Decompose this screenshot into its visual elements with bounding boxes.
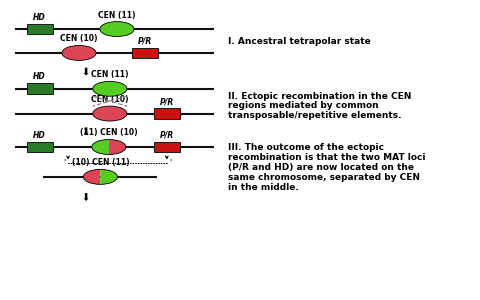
Bar (154, 108, 180, 119)
Text: recombination is that the two MAT loci: recombination is that the two MAT loci (228, 153, 426, 162)
Text: (10) CEN (11): (10) CEN (11) (72, 158, 129, 167)
Text: same chromosome, separated by CEN: same chromosome, separated by CEN (228, 173, 420, 182)
Polygon shape (109, 140, 126, 154)
Text: P/R: P/R (138, 37, 153, 46)
Polygon shape (100, 169, 118, 184)
Text: I. Ancestral tetrapolar state: I. Ancestral tetrapolar state (228, 37, 371, 46)
Bar (26, 24, 53, 34)
Text: P/R: P/R (160, 97, 174, 106)
Text: HD: HD (33, 72, 46, 81)
Bar (154, 142, 180, 152)
Text: (P/R and HD) are now located on the: (P/R and HD) are now located on the (228, 163, 414, 172)
Text: transposable/repetitive elements.: transposable/repetitive elements. (228, 111, 402, 120)
Polygon shape (92, 140, 109, 154)
Text: in the middle.: in the middle. (228, 182, 299, 191)
Ellipse shape (93, 106, 127, 121)
Ellipse shape (62, 46, 96, 60)
Text: III. The outcome of the ectopic: III. The outcome of the ectopic (228, 142, 384, 152)
Text: regions mediated by common: regions mediated by common (228, 101, 379, 110)
Ellipse shape (100, 22, 134, 37)
Bar (132, 48, 158, 58)
Text: CEN (11): CEN (11) (98, 11, 136, 20)
Text: II. Ectopic recombination in the CEN: II. Ectopic recombination in the CEN (228, 92, 412, 101)
Text: HD: HD (33, 130, 46, 140)
Text: (11) CEN (10): (11) CEN (10) (80, 128, 138, 137)
Text: CEN (10): CEN (10) (91, 95, 129, 104)
Bar (26, 83, 53, 94)
Bar (26, 142, 53, 152)
Text: CEN (11): CEN (11) (91, 70, 129, 79)
Polygon shape (83, 169, 100, 184)
Text: CEN (10): CEN (10) (60, 34, 98, 43)
Text: ': ' (64, 159, 66, 168)
Ellipse shape (93, 81, 127, 96)
Text: ': ' (169, 159, 171, 168)
Text: HD: HD (33, 13, 46, 22)
Text: P/R: P/R (160, 130, 174, 140)
